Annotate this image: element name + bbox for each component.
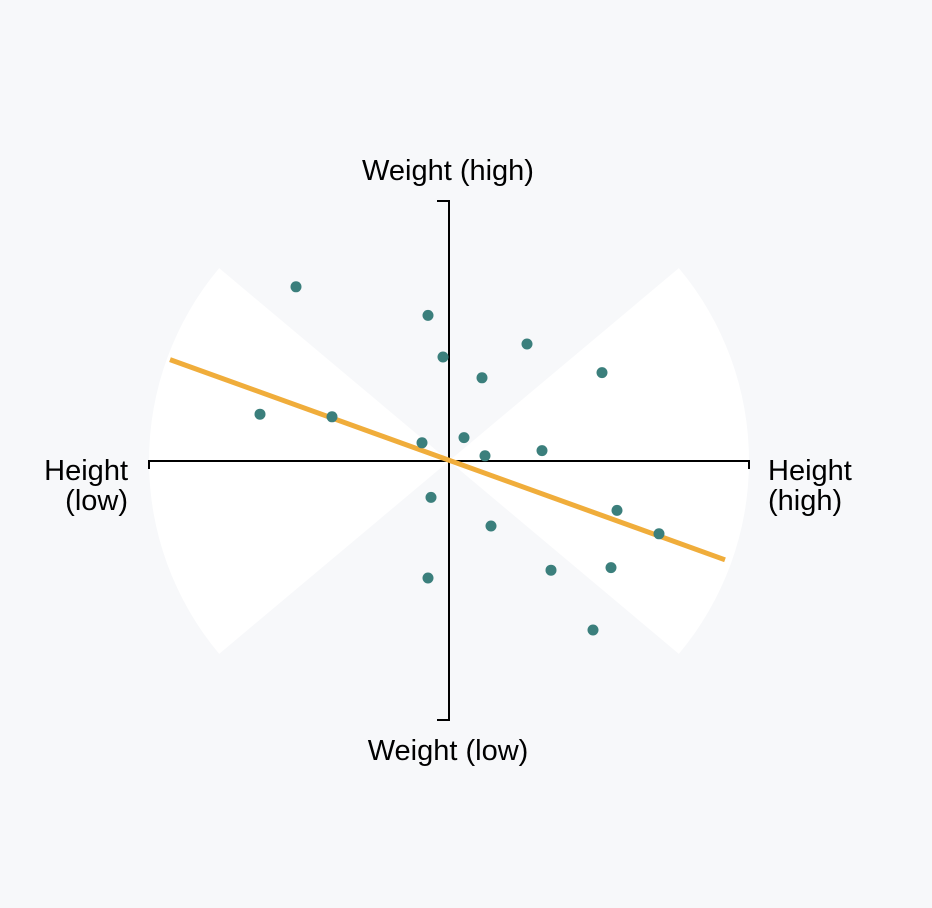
y-axis-top-label: Weight (high)	[362, 155, 534, 187]
data-point	[611, 504, 623, 516]
data-point	[290, 281, 302, 293]
data-point	[254, 408, 266, 420]
data-point	[485, 520, 497, 532]
data-point	[605, 562, 617, 574]
fit-line	[169, 357, 726, 563]
x-axis-left-label-line1: Height	[44, 455, 128, 487]
data-point	[596, 367, 608, 379]
data-point	[437, 351, 449, 363]
data-point	[422, 572, 434, 584]
data-point	[476, 372, 488, 384]
point-group	[254, 281, 665, 636]
x-axis-right-label-line1: Height	[768, 455, 852, 487]
data-point	[521, 338, 533, 350]
data-point	[326, 411, 338, 423]
data-point	[587, 624, 599, 636]
data-point	[422, 309, 434, 321]
x-axis-left-label-line2: (low)	[65, 485, 128, 517]
data-point	[458, 432, 470, 444]
data-point	[545, 564, 557, 576]
data-point	[653, 528, 665, 540]
data-point	[479, 450, 491, 462]
data-point	[425, 491, 437, 503]
data-point	[416, 437, 428, 449]
y-axis-bottom-label: Weight (low)	[368, 735, 529, 767]
data-point	[536, 445, 548, 457]
x-axis-right-label-line2: (high)	[768, 485, 842, 517]
